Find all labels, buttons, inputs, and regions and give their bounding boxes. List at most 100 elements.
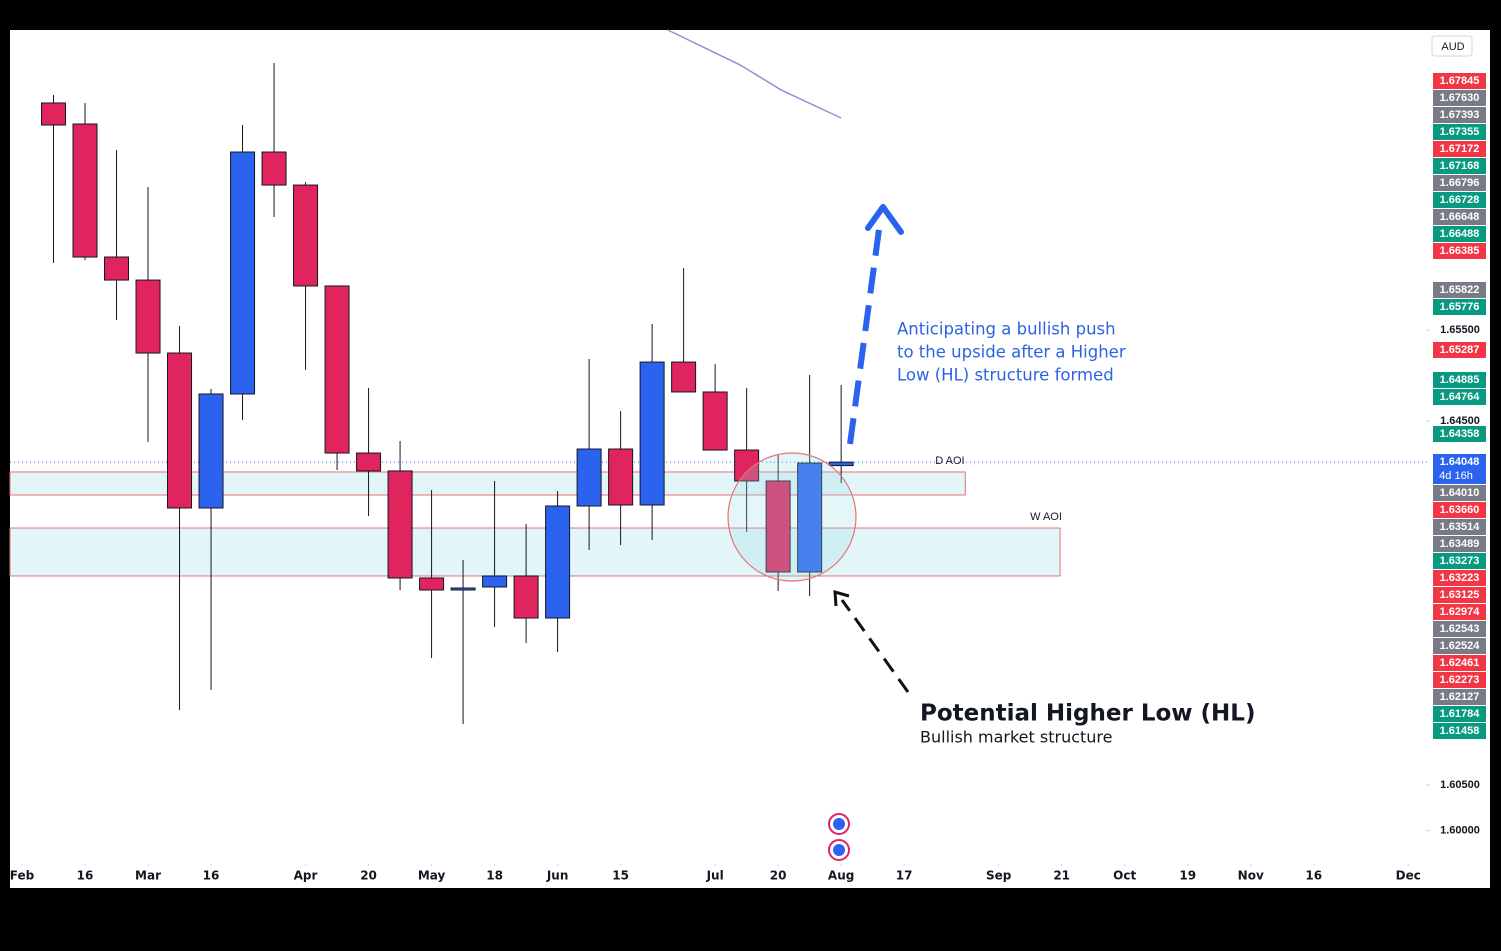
price-label-box (1433, 73, 1486, 89)
x-tick-label: Aug (828, 869, 854, 883)
x-tick-label: Sep (986, 869, 1012, 883)
candle-body (639, 361, 665, 506)
price-label: 1.67168 (1440, 160, 1480, 172)
price-label: 1.66796 (1440, 177, 1480, 189)
aoi-zone (9, 527, 1061, 577)
price-label: 1.63489 (1440, 538, 1480, 550)
event-icon-inner (833, 844, 845, 856)
candle-body (797, 462, 823, 573)
annotation: Anticipating a bullish push (897, 320, 1116, 339)
price-label: 1.67393 (1440, 109, 1480, 121)
y-tick-label: 1.64500 (1440, 415, 1480, 427)
event-icon-inner (833, 818, 845, 830)
x-tick-label: 16 (203, 869, 220, 883)
highlight-circle (727, 452, 857, 582)
price-label-box (1433, 90, 1486, 106)
price-label-box (1433, 299, 1486, 315)
currency-badge[interactable] (1431, 35, 1473, 57)
callout-arrow (840, 599, 910, 693)
price-label-box (1433, 175, 1486, 191)
candle-body (167, 352, 193, 509)
price-label: 1.66728 (1440, 194, 1480, 206)
forecast-arrow-head (865, 204, 904, 235)
x-tick-label: Nov (1238, 869, 1264, 883)
candle-body (828, 461, 854, 467)
price-label: 1.63125 (1440, 589, 1480, 601)
price-label: 1.67355 (1440, 126, 1480, 138)
candle-body (545, 505, 571, 619)
price-label: 1.62543 (1440, 623, 1480, 635)
price-label-box (1433, 158, 1486, 174)
callout-title: Potential Higher Low (HL) (920, 701, 1255, 727)
x-tick-label: 18 (486, 869, 503, 883)
price-label-box (1433, 243, 1486, 259)
annotation: Low (HL) structure formed (897, 366, 1114, 385)
price-label: 1.63660 (1440, 504, 1480, 516)
price-label-box (1433, 536, 1486, 552)
zone-label: W AOI (1030, 511, 1062, 523)
price-label-box (1433, 141, 1486, 157)
x-tick-label: Dec (1396, 869, 1421, 883)
price-label-box (1433, 372, 1486, 388)
x-tick-label: 20 (770, 869, 787, 883)
candle-body (513, 575, 539, 619)
zone-label: D AOI (935, 455, 964, 467)
price-label-box (1433, 689, 1486, 705)
last-price-label: 1.64048 (1440, 456, 1480, 468)
x-tick-label: Mar (135, 869, 161, 883)
countdown-label: 4d 16h (1439, 470, 1473, 482)
x-tick-label: May (418, 869, 446, 883)
price-label: 1.65287 (1440, 344, 1480, 356)
price-label: 1.62273 (1440, 674, 1480, 686)
candle-body (198, 393, 224, 509)
price-label-box (1433, 587, 1486, 603)
x-tick-label: 17 (896, 869, 913, 883)
price-label-box (1433, 672, 1486, 688)
price-label-box (1433, 107, 1486, 123)
x-tick-label: Apr (294, 869, 318, 883)
price-label: 1.63514 (1440, 521, 1481, 533)
candle-body (671, 361, 697, 393)
candle-body (482, 575, 508, 588)
price-label-box (1433, 342, 1486, 358)
price-label-box (1433, 655, 1486, 671)
candle-body (230, 151, 256, 395)
price-label-box (1433, 570, 1486, 586)
price-label: 1.67845 (1440, 75, 1480, 87)
price-label: 1.62461 (1440, 657, 1480, 669)
price-label: 1.67172 (1440, 143, 1480, 155)
callout-subtitle: Bullish market structure (920, 728, 1113, 747)
price-label: 1.66648 (1440, 211, 1480, 223)
moving-average (667, 29, 842, 119)
candle-body (261, 151, 287, 186)
candle-body (72, 123, 98, 258)
candle-body (702, 391, 728, 451)
x-tick-label: 19 (1179, 869, 1196, 883)
candle-body (293, 184, 319, 287)
candle-body (324, 285, 350, 454)
price-label-box (1433, 604, 1486, 620)
price-label-box (1433, 389, 1486, 405)
callout-arrow-head (833, 589, 850, 607)
price-label: 1.62524 (1440, 640, 1481, 652)
price-label: 1.64764 (1440, 391, 1481, 403)
price-label: 1.65776 (1440, 301, 1480, 313)
price-label-box (1433, 209, 1486, 225)
price-label-box (1433, 638, 1486, 654)
price-label-box (1433, 553, 1486, 569)
x-tick-label: 16 (1305, 869, 1322, 883)
candle-body (450, 587, 476, 591)
candle-body (608, 448, 634, 506)
last-price-box (1433, 454, 1486, 484)
price-label: 1.64885 (1440, 374, 1480, 386)
price-label: 1.66488 (1440, 228, 1480, 240)
x-tick-label: 15 (612, 869, 629, 883)
price-label: 1.67630 (1440, 92, 1480, 104)
price-label-box (1433, 621, 1486, 637)
annotation: to the upside after a Higher (897, 343, 1126, 362)
candle-body (765, 480, 791, 573)
price-label-box (1433, 124, 1486, 140)
x-tick-label: Jul (706, 869, 724, 883)
y-tick-label: 1.60000 (1440, 824, 1480, 836)
